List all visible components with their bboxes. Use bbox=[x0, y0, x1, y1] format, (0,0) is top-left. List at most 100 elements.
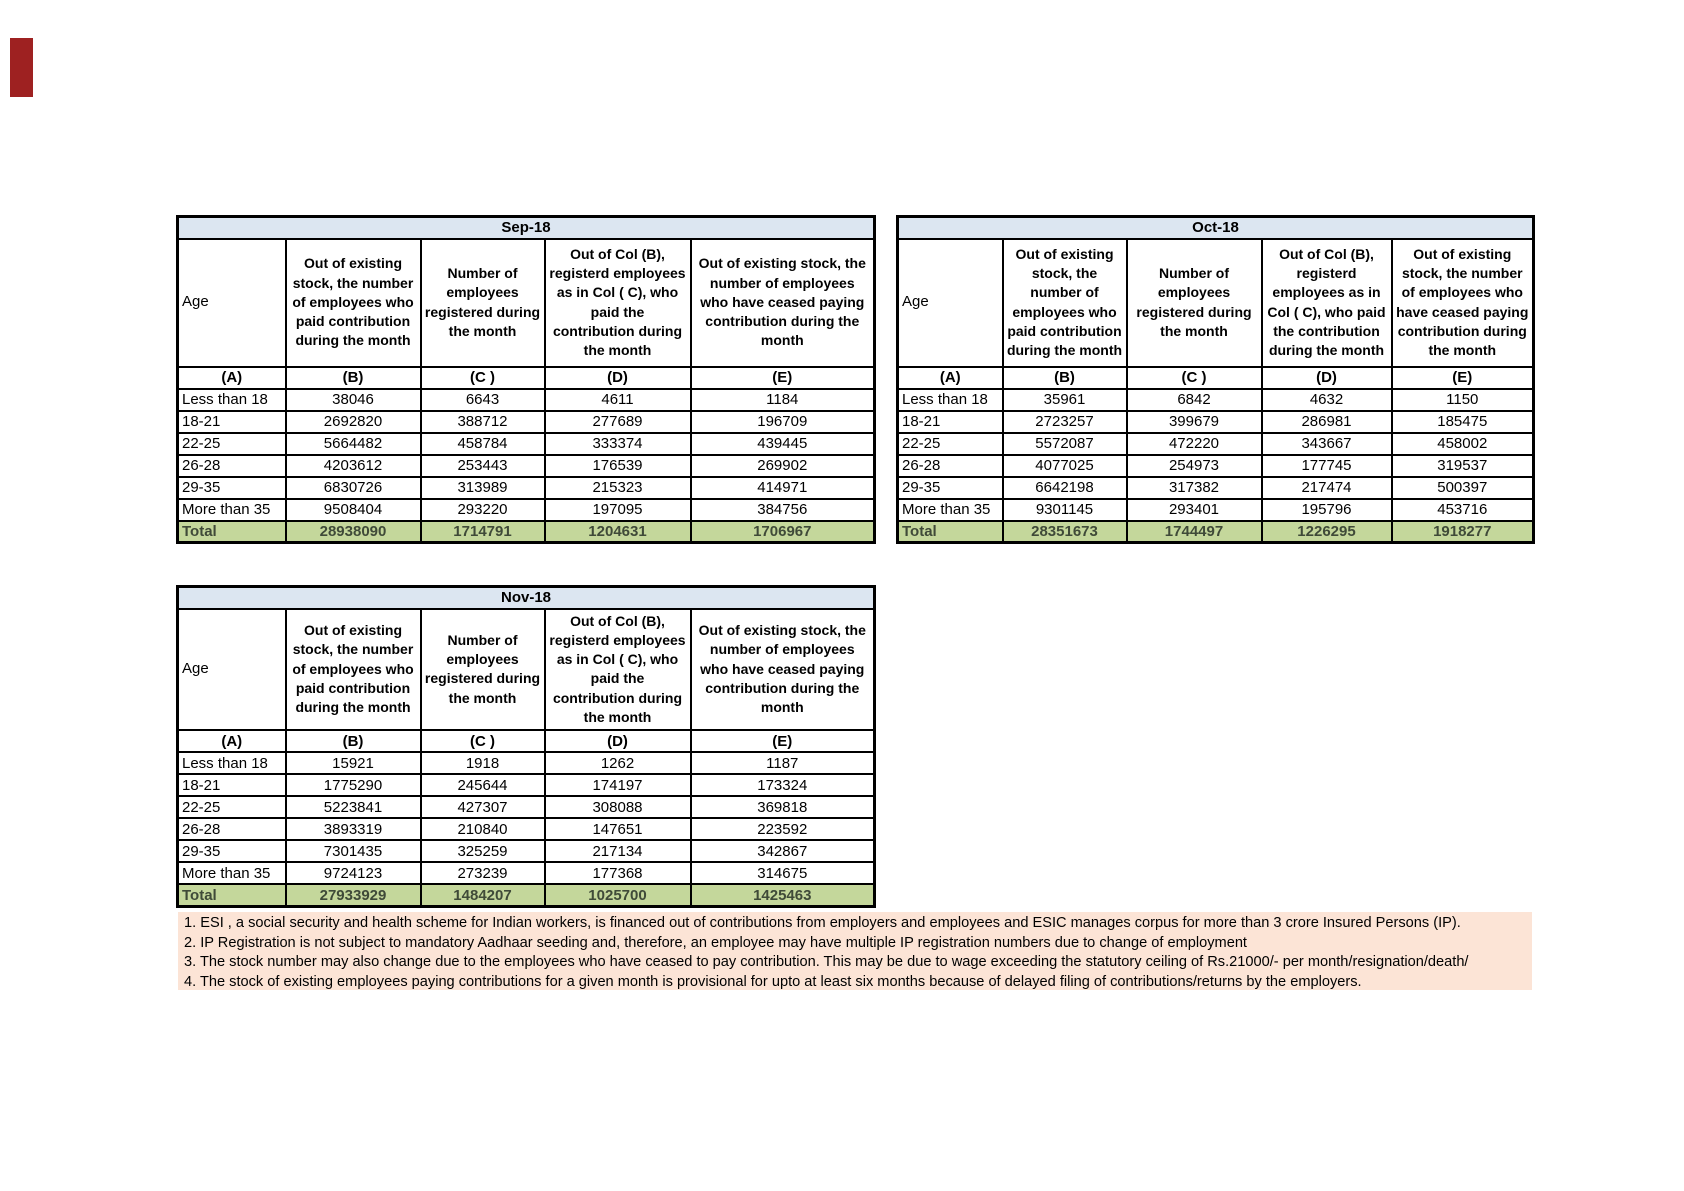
data-cell: 1262 bbox=[543, 751, 692, 776]
data-cell: 325259 bbox=[419, 839, 546, 864]
data-cell: 196709 bbox=[689, 409, 876, 434]
column-letter: (C ) bbox=[419, 365, 546, 390]
age-group-label: More than 35 bbox=[176, 861, 287, 886]
data-cell: 1184 bbox=[689, 387, 876, 412]
column-letter: (E) bbox=[1390, 365, 1535, 390]
data-cell: 453716 bbox=[1390, 497, 1535, 522]
column-header: Out of existing stock, the number of emp… bbox=[1390, 237, 1535, 368]
footnote-line-1: 1. ESI , a social security and health sc… bbox=[184, 915, 1461, 931]
data-cell: 5572087 bbox=[1001, 431, 1128, 456]
age-group-label: More than 35 bbox=[896, 497, 1004, 522]
total-cell: 28351673 bbox=[1001, 519, 1128, 544]
data-cell: 313989 bbox=[419, 475, 546, 500]
data-cell: 217474 bbox=[1260, 475, 1393, 500]
total-cell: 1744497 bbox=[1125, 519, 1263, 544]
data-cell: 177745 bbox=[1260, 453, 1393, 478]
column-letter: (B) bbox=[1001, 365, 1128, 390]
data-cell: 458002 bbox=[1390, 431, 1535, 456]
column-header: Number of employees registered during th… bbox=[1125, 237, 1263, 368]
age-group-label: 26-28 bbox=[896, 453, 1004, 478]
total-cell: 1025700 bbox=[543, 883, 692, 908]
data-cell: 210840 bbox=[419, 817, 546, 842]
month-table-oct-18: Oct-18 Age Out of existing stock, the numb… bbox=[896, 215, 1536, 544]
data-cell: 9724123 bbox=[284, 861, 422, 886]
column-header: Out of Col (B), registerd employees as i… bbox=[1260, 237, 1393, 368]
data-cell: 439445 bbox=[689, 431, 876, 456]
data-cell: 308088 bbox=[543, 795, 692, 820]
data-cell: 147651 bbox=[543, 817, 692, 842]
data-cell: 317382 bbox=[1125, 475, 1263, 500]
column-letter: (E) bbox=[689, 729, 876, 754]
column-letter: (D) bbox=[543, 729, 692, 754]
data-cell: 223592 bbox=[689, 817, 876, 842]
column-header: Out of existing stock, the number of emp… bbox=[284, 607, 422, 732]
total-cell: 1425463 bbox=[689, 883, 876, 908]
data-cell: 293220 bbox=[419, 497, 546, 522]
data-cell: 4611 bbox=[543, 387, 692, 412]
data-cell: 217134 bbox=[543, 839, 692, 864]
age-group-label: 29-35 bbox=[896, 475, 1004, 500]
column-letter: (B) bbox=[284, 729, 422, 754]
age-group-label: 29-35 bbox=[176, 839, 287, 864]
total-cell: 1484207 bbox=[419, 883, 546, 908]
data-cell: 6642198 bbox=[1001, 475, 1128, 500]
column-letter: (D) bbox=[543, 365, 692, 390]
column-header: Number of employees registered during th… bbox=[419, 607, 546, 732]
age-group-label: 22-25 bbox=[176, 795, 287, 820]
data-cell: 343667 bbox=[1260, 431, 1393, 456]
data-cell: 3893319 bbox=[284, 817, 422, 842]
data-cell: 414971 bbox=[689, 475, 876, 500]
age-column-header: Age bbox=[896, 237, 1004, 368]
footnote-line-4: 4. The stock of existing employees payin… bbox=[184, 973, 1362, 990]
data-cell: 293401 bbox=[1125, 497, 1263, 522]
data-cell: 333374 bbox=[543, 431, 692, 456]
age-group-label: 18-21 bbox=[176, 409, 287, 434]
column-letter: (C ) bbox=[1125, 365, 1263, 390]
data-cell: 399679 bbox=[1125, 409, 1263, 434]
data-cell: 314675 bbox=[689, 861, 876, 886]
column-header: Out of existing stock, the number of emp… bbox=[284, 237, 422, 368]
footnotes-block: 1. ESI , a social security and health sc… bbox=[178, 912, 1532, 990]
column-letter: (A) bbox=[896, 365, 1004, 390]
data-cell: 1150 bbox=[1390, 387, 1535, 412]
data-cell: 458784 bbox=[419, 431, 546, 456]
age-group-label: Less than 18 bbox=[176, 387, 287, 412]
data-cell: 4632 bbox=[1260, 387, 1393, 412]
data-cell: 1918 bbox=[419, 751, 546, 776]
data-cell: 472220 bbox=[1125, 431, 1263, 456]
footnote-line-2: 2. IP Registration is not subject to man… bbox=[184, 934, 1247, 951]
red-mark bbox=[10, 38, 33, 97]
age-column-header: Age bbox=[176, 607, 287, 732]
data-cell: 185475 bbox=[1390, 409, 1535, 434]
data-cell: 6643 bbox=[419, 387, 546, 412]
age-group-label: Less than 18 bbox=[896, 387, 1004, 412]
data-cell: 6830726 bbox=[284, 475, 422, 500]
age-column-header: Age bbox=[176, 237, 287, 368]
total-cell: 27933929 bbox=[284, 883, 422, 908]
column-letter: (E) bbox=[689, 365, 876, 390]
total-label: Total bbox=[896, 519, 1004, 544]
month-table-sep-18: Sep-18 Age Out of existing stock, the numb… bbox=[176, 215, 877, 544]
data-cell: 388712 bbox=[419, 409, 546, 434]
data-cell: 4203612 bbox=[284, 453, 422, 478]
age-group-label: 22-25 bbox=[896, 431, 1004, 456]
data-cell: 195796 bbox=[1260, 497, 1393, 522]
column-header: Out of existing stock, the number of emp… bbox=[689, 607, 876, 732]
data-cell: 197095 bbox=[543, 497, 692, 522]
data-cell: 4077025 bbox=[1001, 453, 1128, 478]
age-group-label: 26-28 bbox=[176, 817, 287, 842]
age-group-label: 22-25 bbox=[176, 431, 287, 456]
month-title: Nov-18 bbox=[176, 585, 876, 610]
data-cell: 273239 bbox=[419, 861, 546, 886]
data-cell: 254973 bbox=[1125, 453, 1263, 478]
column-letter: (B) bbox=[284, 365, 422, 390]
data-cell: 253443 bbox=[419, 453, 546, 478]
data-cell: 1187 bbox=[689, 751, 876, 776]
month-title: Oct-18 bbox=[896, 215, 1535, 240]
column-header: Out of existing stock, the number of emp… bbox=[689, 237, 876, 368]
data-cell: 319537 bbox=[1390, 453, 1535, 478]
age-group-label: 18-21 bbox=[176, 773, 287, 798]
data-cell: 2692820 bbox=[284, 409, 422, 434]
data-cell: 15921 bbox=[284, 751, 422, 776]
total-cell: 1204631 bbox=[543, 519, 692, 544]
